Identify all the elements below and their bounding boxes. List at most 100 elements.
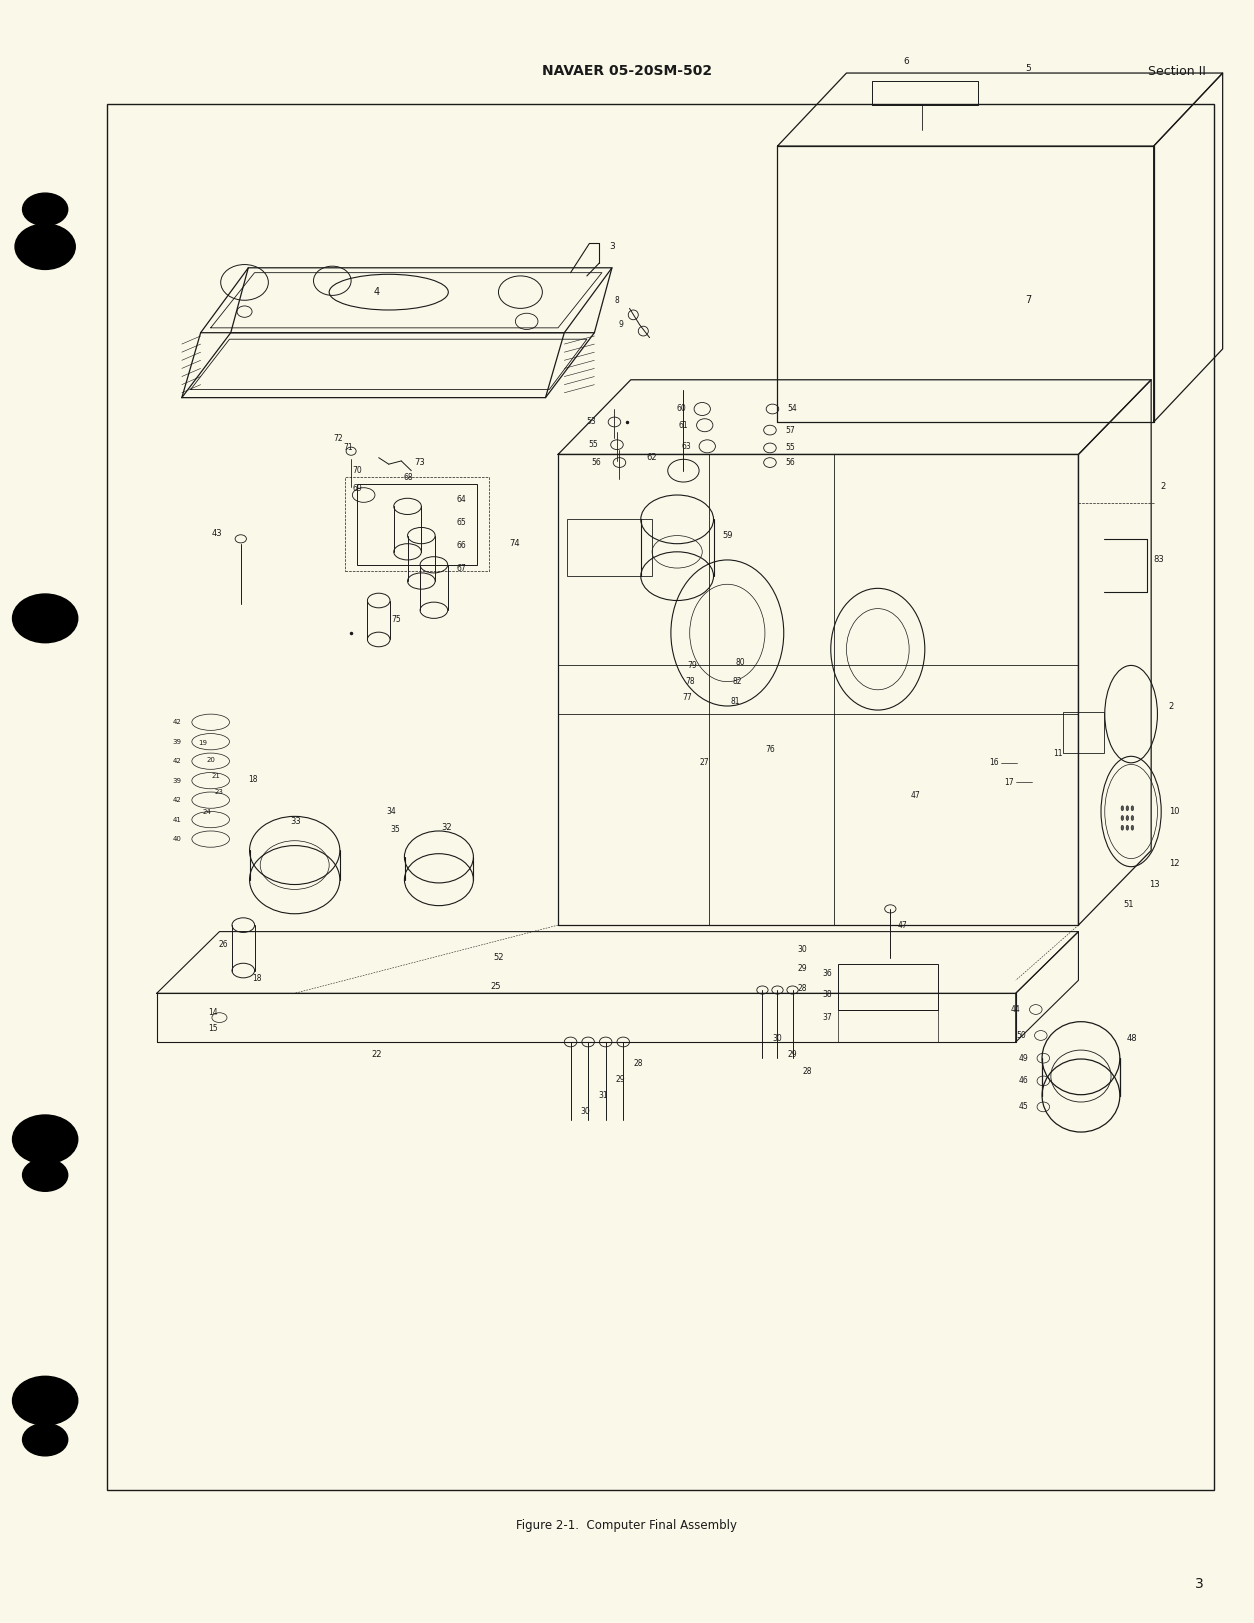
Text: 13: 13: [1149, 880, 1159, 889]
Text: 80: 80: [735, 657, 745, 667]
Text: 30: 30: [772, 1034, 782, 1044]
Text: 70: 70: [352, 466, 362, 476]
Text: 60: 60: [676, 404, 686, 414]
Text: 28: 28: [798, 984, 808, 993]
Text: 43: 43: [212, 529, 222, 539]
Text: 78: 78: [685, 677, 695, 687]
Text: 63: 63: [681, 441, 691, 451]
Text: 2: 2: [1169, 701, 1174, 711]
Text: 67: 67: [456, 563, 466, 573]
Text: 81: 81: [730, 696, 740, 706]
Text: 24: 24: [203, 808, 211, 815]
Text: 73: 73: [415, 458, 425, 467]
Text: 14: 14: [208, 1008, 218, 1018]
Text: 34: 34: [386, 807, 396, 816]
Text: 2: 2: [1160, 482, 1165, 492]
Text: 42: 42: [173, 797, 182, 803]
Text: 23: 23: [214, 789, 224, 795]
Ellipse shape: [1121, 815, 1124, 820]
Text: 66: 66: [456, 540, 466, 550]
Text: 18: 18: [252, 974, 262, 984]
Text: 44: 44: [1011, 1005, 1021, 1014]
Text: 35: 35: [390, 824, 400, 834]
Text: 21: 21: [211, 773, 221, 779]
Ellipse shape: [1126, 824, 1129, 829]
Text: 61: 61: [678, 420, 688, 430]
Text: 30: 30: [581, 1107, 591, 1117]
Text: 19: 19: [198, 740, 208, 747]
Text: 77: 77: [682, 693, 692, 703]
Text: Figure 2-1.  Computer Final Assembly: Figure 2-1. Computer Final Assembly: [517, 1519, 737, 1532]
Ellipse shape: [1131, 807, 1134, 812]
Bar: [357, 484, 477, 565]
Text: 51: 51: [1124, 899, 1134, 909]
Ellipse shape: [13, 1115, 78, 1164]
Text: 79: 79: [687, 661, 697, 670]
Ellipse shape: [15, 224, 75, 269]
Text: 75: 75: [391, 615, 401, 625]
Text: 5: 5: [1026, 63, 1031, 73]
Text: 72: 72: [334, 433, 344, 443]
Ellipse shape: [1121, 824, 1124, 829]
Text: 28: 28: [803, 1066, 813, 1076]
Ellipse shape: [1131, 824, 1134, 829]
Text: 29: 29: [788, 1050, 798, 1060]
Text: 29: 29: [616, 1074, 626, 1084]
Ellipse shape: [1126, 815, 1129, 820]
Text: 11: 11: [1053, 748, 1063, 758]
Bar: [1063, 712, 1104, 753]
Text: 9: 9: [618, 320, 623, 329]
Bar: [107, 104, 1214, 1490]
Text: 50: 50: [1016, 1031, 1026, 1040]
Text: 39: 39: [173, 777, 182, 784]
Text: 54: 54: [788, 404, 798, 414]
Text: 42: 42: [173, 719, 182, 725]
Text: 33: 33: [291, 816, 301, 826]
Text: 49: 49: [1018, 1053, 1028, 1063]
Text: 36: 36: [823, 969, 833, 979]
Text: 56: 56: [591, 458, 601, 467]
Text: 29: 29: [798, 964, 808, 974]
Text: 20: 20: [206, 756, 216, 763]
Text: 18: 18: [248, 774, 258, 784]
Text: 26: 26: [218, 940, 228, 949]
Ellipse shape: [1131, 815, 1134, 820]
Text: 31: 31: [598, 1091, 608, 1100]
Text: 27: 27: [700, 758, 710, 768]
Ellipse shape: [23, 193, 68, 226]
Text: 69: 69: [352, 484, 362, 493]
Text: 37: 37: [823, 1013, 833, 1022]
Text: NAVAER 05-20SM-502: NAVAER 05-20SM-502: [542, 65, 712, 78]
Text: 59: 59: [722, 531, 732, 540]
Text: 12: 12: [1169, 859, 1179, 868]
Text: 62: 62: [647, 453, 657, 463]
Ellipse shape: [23, 1159, 68, 1191]
Text: 40: 40: [173, 836, 182, 842]
Text: 38: 38: [823, 990, 833, 1000]
Text: 3: 3: [1195, 1578, 1204, 1591]
Text: 53: 53: [586, 417, 596, 427]
Text: 16: 16: [989, 758, 999, 768]
Text: 47: 47: [898, 920, 908, 930]
Text: 45: 45: [1018, 1102, 1028, 1112]
Text: 17: 17: [1004, 777, 1014, 787]
Text: 7: 7: [1026, 295, 1031, 305]
Text: 65: 65: [456, 518, 466, 527]
Text: 47: 47: [910, 790, 920, 800]
Bar: [345, 477, 489, 571]
Text: Section II: Section II: [1149, 65, 1206, 78]
Ellipse shape: [13, 1376, 78, 1425]
Text: 52: 52: [494, 953, 504, 962]
Ellipse shape: [1126, 807, 1129, 812]
Text: 76: 76: [765, 745, 775, 755]
Text: 8: 8: [614, 295, 619, 305]
Text: 39: 39: [173, 738, 182, 745]
Bar: [838, 964, 938, 1010]
Ellipse shape: [1121, 807, 1124, 812]
Text: 10: 10: [1169, 807, 1179, 816]
Ellipse shape: [23, 1423, 68, 1456]
Text: 83: 83: [1154, 555, 1165, 565]
Bar: [567, 519, 652, 576]
Text: 71: 71: [344, 443, 354, 453]
Text: 30: 30: [798, 945, 808, 954]
